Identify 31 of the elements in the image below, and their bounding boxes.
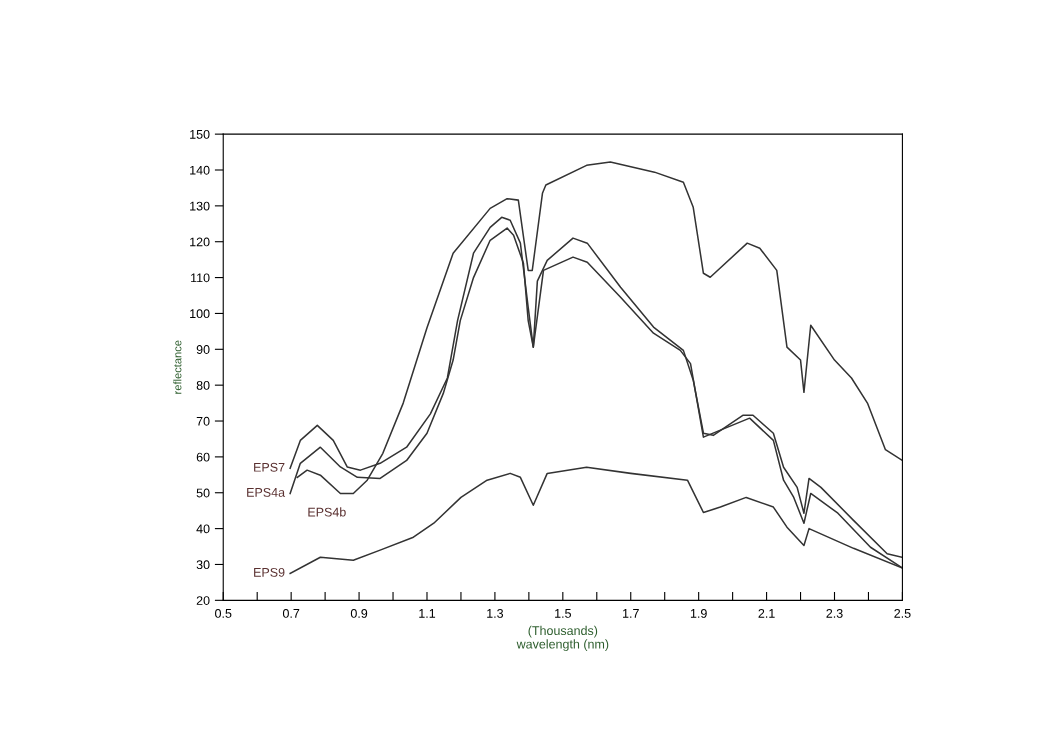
x-tick-label: 1.7 [623,609,639,618]
x-tick-label: 1.1 [419,609,436,618]
x-tick-label: 2.3 [826,608,843,618]
y-tick-label: 90 [196,345,210,354]
x-tick-label: 1.5 [555,609,571,618]
y-tick-label: 70 [196,416,210,426]
y-tick-label: 120 [190,237,210,247]
y-tick-label: 140 [190,165,210,175]
y-tick-label: 130 [190,201,210,211]
y-tick-label: 110 [191,273,210,283]
x-tick-label: 2.1 [758,608,775,618]
y-axis-title: reflectance [173,340,182,394]
x-axis-title: (Thousands) wavelength (nm) [516,625,609,651]
y-tick-label: 30 [196,560,210,570]
x-tick-label: 1.3 [487,608,504,618]
x-tick-label: 1.9 [690,608,707,618]
y-tick-label: 50 [196,488,210,498]
y-tick-label: 150 [190,129,210,139]
y-tick-label: 60 [196,452,210,462]
x-tick-label: 0.5 [215,608,232,618]
y-tick-label: 40 [196,524,210,534]
series-label: EPS7 [254,462,285,472]
y-tick-label: 20 [196,596,210,605]
x-tick-label: 0.9 [350,608,368,618]
series-label: EPS4a [247,487,286,497]
y-tick-label: 80 [196,380,210,390]
x-tick-label: 0.7 [282,608,300,618]
y-tick-label: 100 [190,309,210,319]
x-tick-label: 2.5 [894,608,911,618]
series-label: EPS9 [254,567,285,577]
series-label: EPS4b [308,507,346,517]
